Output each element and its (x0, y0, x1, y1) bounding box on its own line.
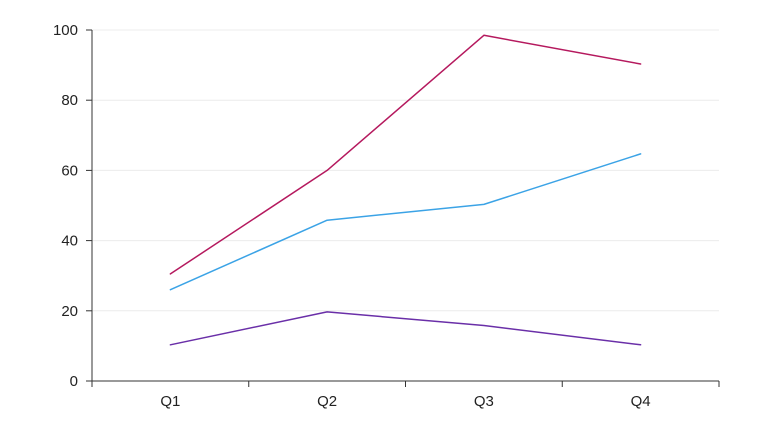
y-tick-labels: 0 20 40 60 80 100 (53, 22, 78, 390)
axes (86, 29, 720, 387)
y-tick-label: 60 (61, 162, 78, 179)
y-tick-label: 100 (53, 22, 78, 39)
y-tick-label: 80 (61, 92, 78, 109)
y-tick-label: 0 (70, 373, 78, 390)
series-line-1 (169, 34, 642, 275)
x-tick-label: Q1 (160, 393, 180, 410)
x-tick-label: Q4 (631, 393, 651, 410)
series-line-3 (169, 311, 642, 346)
y-tick-label: 40 (61, 233, 78, 250)
x-tick-label: Q3 (474, 393, 494, 410)
x-tick-labels: Q1 Q2 Q3 Q4 (160, 393, 650, 410)
series-line-2 (169, 153, 642, 291)
series-lines (169, 34, 642, 346)
y-tick-label: 20 (61, 303, 78, 320)
x-tick-label: Q2 (317, 393, 337, 410)
gridlines (92, 29, 719, 312)
